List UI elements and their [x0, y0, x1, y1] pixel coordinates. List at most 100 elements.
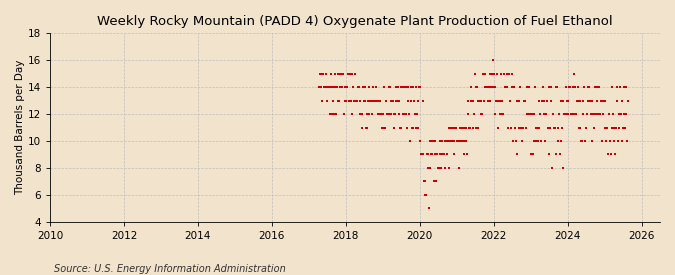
Point: [495, 72, 506, 76]
Point: [357, 112, 368, 116]
Point: [563, 98, 574, 103]
Point: [488, 58, 499, 62]
Point: [506, 72, 517, 76]
Point: [431, 152, 442, 157]
Point: [425, 166, 436, 170]
Point: [345, 72, 356, 76]
Point: [533, 125, 544, 130]
Point: [408, 85, 418, 89]
Point: [317, 72, 328, 76]
Point: [351, 98, 362, 103]
Point: [486, 85, 497, 89]
Point: [579, 139, 590, 143]
Point: [452, 139, 462, 143]
Point: [489, 72, 500, 76]
Point: [365, 98, 376, 103]
Point: [334, 72, 345, 76]
Point: [464, 125, 475, 130]
Point: [384, 112, 395, 116]
Point: [610, 125, 621, 130]
Point: [399, 85, 410, 89]
Point: [595, 98, 606, 103]
Point: [433, 166, 443, 170]
Point: [404, 139, 415, 143]
Point: [368, 85, 379, 89]
Point: [497, 112, 508, 116]
Point: [412, 112, 423, 116]
Point: [315, 85, 326, 89]
Point: [472, 125, 483, 130]
Point: [361, 125, 372, 130]
Point: [468, 125, 479, 130]
Point: [568, 72, 579, 76]
Point: [452, 139, 463, 143]
Point: [360, 125, 371, 130]
Point: [520, 125, 531, 130]
Point: [342, 72, 353, 76]
Point: [358, 85, 369, 89]
Point: [597, 112, 608, 116]
Point: [402, 125, 412, 130]
Point: [485, 98, 495, 103]
Point: [341, 98, 352, 103]
Point: [473, 98, 484, 103]
Point: [485, 72, 496, 76]
Point: [421, 192, 431, 197]
Point: [555, 98, 566, 103]
Point: [450, 125, 461, 130]
Point: [387, 98, 398, 103]
Point: [432, 152, 443, 157]
Point: [410, 112, 421, 116]
Point: [329, 112, 340, 116]
Point: [554, 152, 565, 157]
Point: [500, 85, 511, 89]
Point: [528, 152, 539, 157]
Point: [429, 152, 440, 157]
Point: [550, 85, 561, 89]
Point: [406, 85, 416, 89]
Point: [480, 85, 491, 89]
Point: [416, 152, 427, 157]
Point: [327, 85, 338, 89]
Point: [597, 139, 608, 143]
Point: [491, 98, 502, 103]
Point: [418, 98, 429, 103]
Point: [389, 112, 400, 116]
Point: [540, 112, 551, 116]
Point: [354, 85, 364, 89]
Point: [621, 112, 632, 116]
Point: [611, 98, 622, 103]
Point: [434, 139, 445, 143]
Point: [599, 125, 610, 130]
Point: [566, 112, 577, 116]
Point: [566, 112, 576, 116]
Point: [412, 125, 423, 130]
Point: [463, 98, 474, 103]
Point: [591, 112, 601, 116]
Point: [410, 125, 421, 130]
Point: [372, 98, 383, 103]
Point: [572, 98, 583, 103]
Point: [545, 85, 556, 89]
Point: [335, 85, 346, 89]
Point: [458, 139, 468, 143]
Point: [617, 139, 628, 143]
Point: [580, 139, 591, 143]
Point: [525, 152, 536, 157]
Point: [523, 112, 534, 116]
Point: [535, 139, 546, 143]
Point: [496, 98, 507, 103]
Point: [600, 98, 611, 103]
Point: [331, 85, 342, 89]
Point: [323, 85, 333, 89]
Point: [554, 112, 564, 116]
Point: [593, 112, 603, 116]
Point: [445, 139, 456, 143]
Point: [379, 85, 389, 89]
Point: [515, 85, 526, 89]
Point: [350, 72, 360, 76]
Point: [466, 98, 477, 103]
Point: [544, 85, 555, 89]
Point: [407, 125, 418, 130]
Point: [512, 98, 522, 103]
